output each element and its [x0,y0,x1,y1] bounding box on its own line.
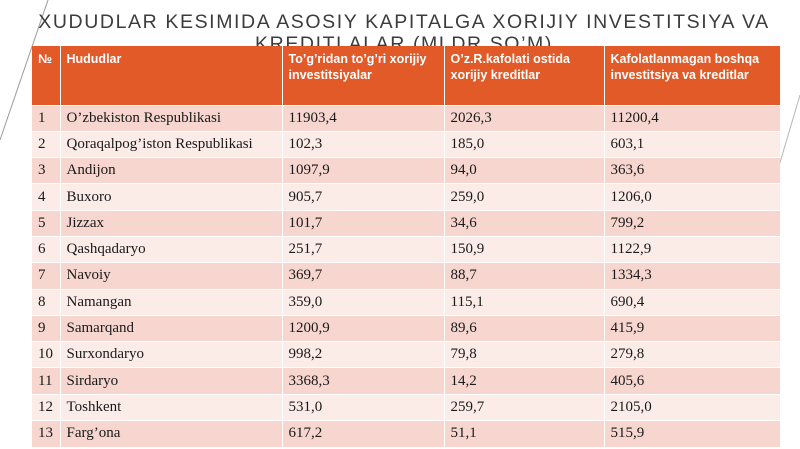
direct-investment-cell: 102,3 [282,130,445,158]
region-cell: Andijon [60,157,283,184]
guaranteed-credit-cell: 150,9 [444,235,605,263]
other-investment-cell: 799,2 [604,209,780,237]
direct-investment-cell: 1200,9 [282,314,445,342]
direct-investment-cell: 905,7 [282,183,445,211]
header-number: № [32,46,61,105]
other-investment-cell: 2105,0 [604,393,780,421]
guaranteed-credit-cell: 88,7 [444,262,605,290]
direct-investment-cell: 11903,4 [282,104,445,132]
guaranteed-credit-cell: 259,7 [444,393,605,421]
other-investment-cell: 515,9 [604,420,780,447]
row-number-cell: 5 [32,209,61,237]
guaranteed-credit-cell: 51,1 [444,420,605,447]
row-number-cell: 3 [32,157,61,184]
other-investment-cell: 405,6 [604,367,780,395]
other-investment-cell: 603,1 [604,130,780,158]
table-row: 3 Andijon 1097,9 94,0 363,6 [32,157,780,184]
region-cell: Toshkent [60,393,283,421]
header-direct-investments: To’g’ridan to’g’ri xorijiy investitsiyal… [282,46,445,105]
other-investment-cell: 11200,4 [604,104,780,132]
row-number-cell: 8 [32,288,61,316]
direct-investment-cell: 617,2 [282,420,445,447]
region-cell: Namangan [60,288,283,316]
other-investment-cell: 690,4 [604,288,780,316]
table-row: 13 Farg’ona 617,2 51,1 515,9 [32,420,780,447]
table-row: 6 Qashqadaryo 251,7 150,9 1122,9 [32,235,780,263]
direct-investment-cell: 3368,3 [282,367,445,395]
table-row: 9 Samarqand 1200,9 89,6 415,9 [32,314,780,342]
row-number-cell: 1 [32,104,61,132]
region-cell: Buxoro [60,183,283,211]
other-investment-cell: 279,8 [604,341,780,368]
guaranteed-credit-cell: 34,6 [444,209,605,237]
other-investment-cell: 363,6 [604,157,780,184]
table-row: 10 Surxondaryo 998,2 79,8 279,8 [32,341,780,368]
region-cell: Qashqadaryo [60,235,283,263]
table-row: 2 Qoraqalpog’iston Respublikasi 102,3 185,0… [32,130,780,158]
guaranteed-credit-cell: 14,2 [444,367,605,395]
row-number-cell: 11 [32,367,61,395]
row-number-cell: 9 [32,314,61,342]
row-number-cell: 6 [32,235,61,263]
table-row: 11 Sirdaryo 3368,3 14,2 405,6 [32,367,780,395]
header-guaranteed-credits: O’z.R.kafolati ostida xorijiy kreditlar [444,46,605,105]
row-number-cell: 10 [32,341,61,368]
guaranteed-credit-cell: 2026,3 [444,104,605,132]
direct-investment-cell: 998,2 [282,341,445,368]
region-cell: Samarqand [60,314,283,342]
row-number-cell: 7 [32,262,61,290]
guaranteed-credit-cell: 89,6 [444,314,605,342]
region-cell: Qoraqalpog’iston Respublikasi [60,130,283,158]
direct-investment-cell: 359,0 [282,288,445,316]
guaranteed-credit-cell: 259,0 [444,183,605,211]
other-investment-cell: 1334,3 [604,262,780,290]
direct-investment-cell: 251,7 [282,235,445,263]
guaranteed-credit-cell: 79,8 [444,341,605,368]
table-row: 1 O’zbekiston Respublikasi 11903,4 2026,3 11… [32,104,780,132]
table-body: 1 O’zbekiston Respublikasi 11903,4 2026,3 11… [32,104,780,447]
direct-investment-cell: 1097,9 [282,157,445,184]
table-row: 12 Toshkent 531,0 259,7 2105,0 [32,393,780,421]
table-row: 4 Buxoro 905,7 259,0 1206,0 [32,183,780,211]
table-row: 8 Namangan 359,0 115,1 690,4 [32,288,780,316]
region-cell: Sirdaryo [60,367,283,395]
direct-investment-cell: 369,7 [282,262,445,290]
row-number-cell: 2 [32,130,61,158]
region-cell: O’zbekiston Respublikasi [60,104,283,132]
row-number-cell: 13 [32,420,61,447]
header-region: Hududlar [60,46,283,105]
region-cell: Navoiy [60,262,283,290]
guaranteed-credit-cell: 185,0 [444,130,605,158]
table-row: 7 Navoiy 369,7 88,7 1334,3 [32,262,780,290]
guaranteed-credit-cell: 115,1 [444,288,605,316]
region-cell: Farg’ona [60,420,283,447]
investment-table: № Hududlar To’g’ridan to’g’ri xorijiy in… [32,46,780,447]
other-investment-cell: 415,9 [604,314,780,342]
table-row: 5 Jizzax 101,7 34,6 799,2 [32,209,780,237]
row-number-cell: 12 [32,393,61,421]
direct-investment-cell: 531,0 [282,393,445,421]
table-header-row: № Hududlar To’g’ridan to’g’ri xorijiy in… [32,46,780,105]
row-number-cell: 4 [32,183,61,211]
region-cell: Jizzax [60,209,283,237]
region-cell: Surxondaryo [60,341,283,368]
guaranteed-credit-cell: 94,0 [444,157,605,184]
other-investment-cell: 1206,0 [604,183,780,211]
other-investment-cell: 1122,9 [604,235,780,263]
header-unguaranteed-investments: Kafolatlanmagan boshqa investitsiya va k… [604,46,780,105]
direct-investment-cell: 101,7 [282,209,445,237]
